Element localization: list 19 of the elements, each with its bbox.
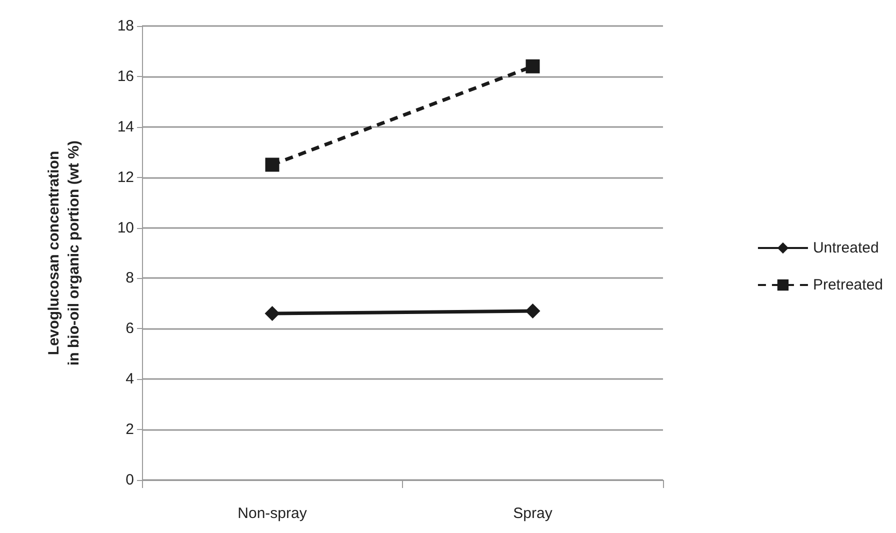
y-tick-label: 18 — [117, 18, 134, 34]
x-tick-label: Non-spray — [238, 505, 308, 522]
y-tick-label: 4 — [126, 370, 134, 388]
x-tick-label: Spray — [513, 505, 553, 522]
point — [264, 306, 280, 322]
point — [526, 59, 540, 74]
y-tick-label: 2 — [126, 421, 134, 438]
legend-label: Pretreated — [812, 276, 884, 294]
legend-label: Untreated — [812, 240, 879, 256]
y-tick-label: 0 — [126, 472, 134, 488]
y-tick-label: 10 — [117, 219, 134, 236]
y-tick-label: 6 — [126, 320, 134, 338]
y-tick-label: 14 — [117, 118, 134, 136]
point — [525, 304, 540, 319]
y-tick-label: 8 — [126, 270, 134, 287]
y-tick-label: 16 — [117, 68, 134, 85]
y-tick-label: 12 — [117, 168, 134, 186]
y-axis-title: Levoglucosan concentration in bio-oil organic portion (wt %) — [46, 140, 82, 366]
point — [265, 158, 280, 172]
